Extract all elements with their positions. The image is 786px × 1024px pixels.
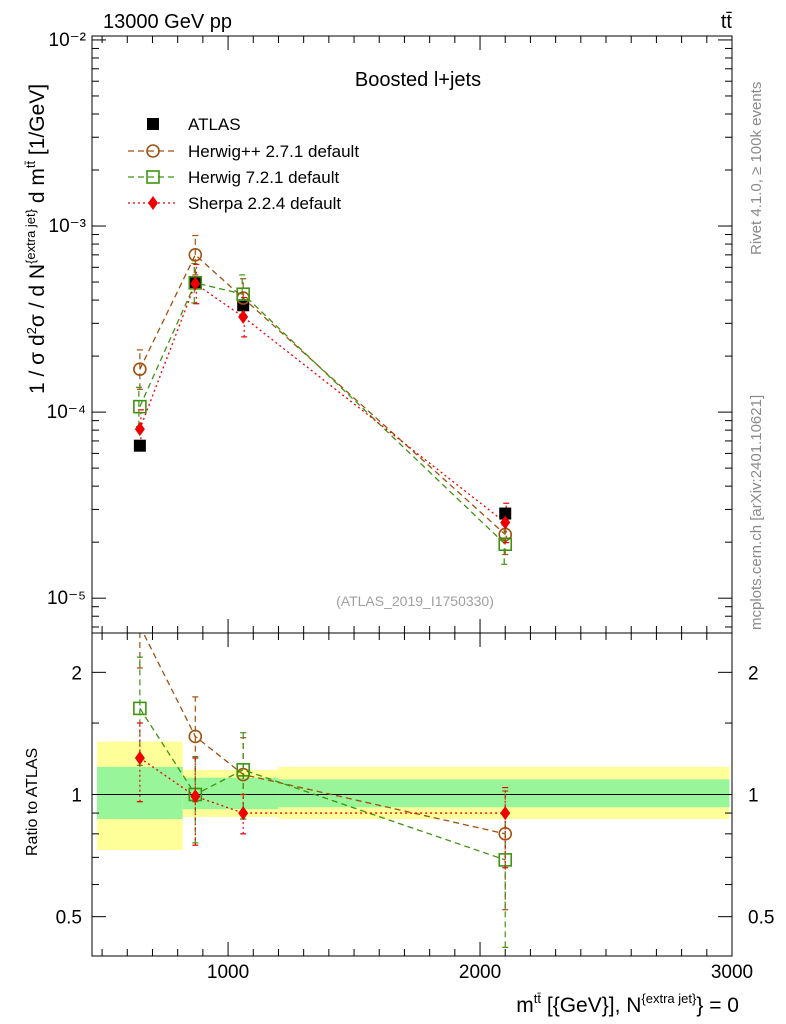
- x-axis-label: mtt̄ [{GeV}], N{extra jet}} = 0: [516, 991, 739, 1017]
- chart-title: Boosted l+jets: [355, 69, 481, 91]
- main-series-layer: [133, 234, 513, 565]
- ratio-series-line-1: [139, 708, 506, 861]
- legend-entry: Herwig 7.2.1 default: [188, 168, 339, 187]
- legend-marker: [147, 118, 159, 130]
- series-line-3: [139, 282, 506, 524]
- ratio-data-point: [236, 763, 250, 777]
- data-point: [498, 537, 513, 552]
- ratio-data-point: [500, 806, 511, 821]
- ratio-data-point: [190, 789, 201, 804]
- ratio-y-tick-label-left: 0.5: [56, 908, 82, 929]
- ratio-data-point: [188, 729, 203, 744]
- ratio-series-clipped: [133, 633, 513, 949]
- data-point: [134, 422, 145, 437]
- ratio-band-inner: [97, 766, 183, 820]
- ratio-data-point: [133, 701, 147, 716]
- ratio-y-tick-label-left: 2: [71, 663, 82, 684]
- data-point: [133, 362, 147, 377]
- series-line-2: [139, 282, 506, 545]
- main-axis-ticks: [92, 36, 733, 633]
- x-tick-label: 1000: [207, 962, 249, 983]
- ratio-panel: 0.5 0.5 1 1 2 2 1000 2000 3000 Ratio to ATLAS: [24, 632, 775, 983]
- data-point: [500, 515, 511, 530]
- ratio-y-axis-label: Ratio to ATLAS: [24, 748, 41, 856]
- series-line-1: [139, 253, 506, 535]
- ratio-y-tick-label-left: 1: [71, 786, 82, 807]
- data-point: [238, 309, 249, 324]
- main-y-tick-label: 10⁻⁴: [47, 402, 86, 423]
- ratio-axis-ticks: [92, 633, 733, 956]
- ratio-data-point: [134, 751, 145, 766]
- svg-text:mtt̄ [{GeV}], N{extra jet}} =: mtt̄ [{GeV}], N{extra jet}} = 0: [516, 991, 739, 1017]
- ratio-series-layer: [133, 633, 513, 949]
- legend-marker: [146, 170, 160, 184]
- legend-entry: ATLAS: [188, 115, 241, 134]
- mcplots-label: mcplots.cern.ch [arXiv:2401.10621]: [748, 395, 765, 630]
- process-label: tt̄: [721, 11, 733, 33]
- ratio-y-tick-label-right: 1: [748, 786, 759, 807]
- main-y-tick-label: 10⁻³: [49, 216, 87, 237]
- data-point: [190, 276, 201, 291]
- data-point: [499, 507, 512, 520]
- svg-text:1 / σ d2σ / d N{extra jet} d m: 1 / σ d2σ / d N{extra jet} d mtt̄ [1/GeV…: [23, 84, 49, 394]
- energy-label: 13000 GeV pp: [103, 11, 232, 33]
- x-tick-label: 3000: [711, 962, 753, 983]
- x-tick-labels: 1000 2000 3000: [207, 962, 753, 983]
- ratio-data-point: [238, 806, 249, 821]
- ratio-y-tick-label-right: 2: [748, 663, 759, 684]
- data-point: [236, 287, 250, 302]
- main-y-axis-label: 1 / σ d2σ / d N{extra jet} d mtt̄ [1/GeV…: [23, 84, 49, 394]
- watermark: (ATLAS_2019_I1750330): [336, 593, 494, 609]
- data-point: [237, 299, 250, 312]
- legend-entry: Sherpa 2.2.4 default: [188, 194, 341, 213]
- legend: ATLAS Herwig++ 2.7.1 default Herwig 7.2.1 …: [128, 115, 359, 213]
- main-y-tick-labels: 10⁻⁵ 10⁻⁴ 10⁻³ 10⁻²: [47, 30, 86, 609]
- main-panel: 10⁻⁵ 10⁻⁴ 10⁻³ 10⁻² Boosted l+jets (ATLAS_2…: [47, 30, 733, 634]
- data-point: [133, 439, 146, 452]
- legend-entry: Herwig++ 2.7.1 default: [188, 142, 359, 161]
- ratio-y-tick-label-right: 0.5: [748, 908, 774, 929]
- legend-marker: [148, 196, 158, 210]
- ratio-band-inner: [278, 779, 730, 808]
- main-y-tick-label: 10⁻²: [49, 30, 87, 51]
- ratio-series-line-0: [142, 633, 506, 835]
- ratio-data-point: [498, 827, 513, 841]
- legend-marker: [146, 144, 160, 158]
- x-tick-label: 2000: [459, 962, 501, 983]
- main-y-tick-label: 10⁻⁵: [47, 588, 86, 609]
- ratio-y-tick-labels: 0.5 0.5 1 1 2 2: [56, 663, 775, 928]
- rivet-label: Rivet 4.1.0, ≥ 100k events: [748, 82, 765, 255]
- data-point: [133, 399, 147, 414]
- data-point: [188, 248, 203, 262]
